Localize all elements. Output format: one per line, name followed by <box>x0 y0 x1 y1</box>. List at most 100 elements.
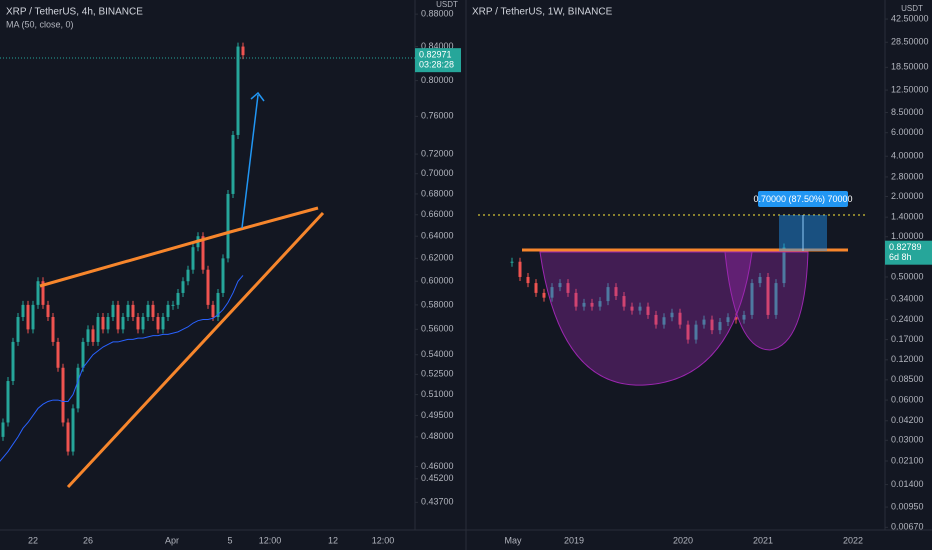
price-tag <box>885 240 932 265</box>
x-tick-label: 12:00 <box>259 535 282 545</box>
y-tick-label: 0.01400 <box>891 479 924 489</box>
currency: USDT <box>901 4 923 13</box>
candle <box>774 283 778 315</box>
candle <box>171 304 175 306</box>
candle <box>226 193 230 259</box>
handle <box>724 251 809 351</box>
y-tick-label: 6.00000 <box>891 127 924 137</box>
countdown: 03:28:28 <box>419 60 454 70</box>
candle <box>211 304 215 318</box>
candle <box>96 317 100 342</box>
candle <box>116 304 120 330</box>
candle <box>766 276 770 315</box>
arrow <box>241 91 265 229</box>
y-tick-label: 0.66000 <box>421 209 454 219</box>
candle <box>206 269 210 305</box>
x-tick-label: 2021 <box>753 535 773 545</box>
candle <box>36 281 40 305</box>
y-tick-label: 0.51000 <box>421 389 454 399</box>
candle <box>662 317 666 325</box>
candle <box>66 422 70 452</box>
x-tick-label: 12 <box>328 535 338 545</box>
chart-header: XRP / TetherUS, 1W, BINANCE <box>472 7 613 18</box>
y-tick-label: 0.46000 <box>421 461 454 471</box>
candle <box>146 304 150 318</box>
right-plot <box>510 243 786 344</box>
candle <box>718 322 722 331</box>
candle <box>111 304 115 318</box>
candle <box>566 283 570 293</box>
indicator-label: MA (50, close, 0) <box>6 19 74 29</box>
y-tick-label: 1.40000 <box>891 212 924 222</box>
candle <box>622 296 626 307</box>
x-tick-label: 26 <box>83 535 93 545</box>
y-tick-label: 0.68000 <box>421 188 454 198</box>
candle <box>176 292 180 305</box>
candle <box>518 261 522 277</box>
candle <box>51 317 55 342</box>
candle <box>136 317 140 330</box>
currency: USDT <box>436 0 458 9</box>
candle <box>542 292 546 298</box>
y-tick-label: 0.08500 <box>891 374 924 384</box>
y-tick-label: 42.50000 <box>891 13 929 23</box>
x-tick-label: 12:00 <box>372 535 395 545</box>
x-tick-label: Apr <box>165 535 179 545</box>
candle <box>21 304 25 318</box>
y-tick-label: 0.24000 <box>891 314 924 324</box>
candle <box>141 317 145 330</box>
chart-header: XRP / TetherUS, 4h, BINANCE <box>6 7 143 18</box>
candle <box>231 134 235 194</box>
y-tick-label: 0.45200 <box>421 473 454 483</box>
y-tick-label: 0.50000 <box>891 271 924 281</box>
candle <box>16 317 20 342</box>
candle <box>156 317 160 330</box>
moving-average <box>0 275 244 462</box>
trend-line <box>66 211 325 489</box>
y-tick-label: 0.80000 <box>421 75 454 85</box>
candle <box>782 247 786 284</box>
candle <box>76 367 80 409</box>
countdown: 6d 8h <box>889 252 912 262</box>
candle <box>534 283 538 293</box>
y-tick-label: 12.50000 <box>891 84 929 94</box>
x-tick-label: 22 <box>28 535 38 545</box>
candle <box>26 304 30 330</box>
y-tick-label: 18.50000 <box>891 62 929 72</box>
candle <box>1 422 5 437</box>
candle <box>726 317 730 323</box>
candle <box>606 287 610 302</box>
y-tick-label: 0.58000 <box>421 299 454 309</box>
candle <box>6 381 10 423</box>
y-tick-label: 4.00000 <box>891 151 924 161</box>
candle <box>702 319 706 325</box>
candle <box>11 341 15 382</box>
candle <box>742 314 746 320</box>
y-tick-label: 0.00950 <box>891 501 924 511</box>
y-tick-label: 0.49500 <box>421 410 454 420</box>
candle <box>191 247 195 270</box>
y-tick-label: 8.50000 <box>891 107 924 117</box>
y-tick-label: 0.02100 <box>891 455 924 465</box>
y-tick-label: 28.50000 <box>891 37 929 47</box>
candle <box>121 317 125 330</box>
y-tick-label: 0.64000 <box>421 231 454 241</box>
candle <box>166 304 170 318</box>
candle <box>694 324 698 340</box>
y-tick-label: 2.80000 <box>891 171 924 181</box>
cup <box>539 251 753 386</box>
y-tick-label: 0.88000 <box>421 8 454 18</box>
candle <box>654 314 658 325</box>
candle <box>670 312 674 318</box>
price-tag-label: 0.82971 <box>419 50 452 60</box>
candle <box>61 367 65 423</box>
y-tick-label: 0.17000 <box>891 334 924 344</box>
candle <box>574 292 578 307</box>
candle <box>241 46 245 56</box>
x-tick-label: 2022 <box>843 535 863 545</box>
y-tick-label: 0.76000 <box>421 111 454 121</box>
y-tick-label: 0.06000 <box>891 394 924 404</box>
y-tick-label: 0.43700 <box>421 497 454 507</box>
candle <box>126 304 130 318</box>
